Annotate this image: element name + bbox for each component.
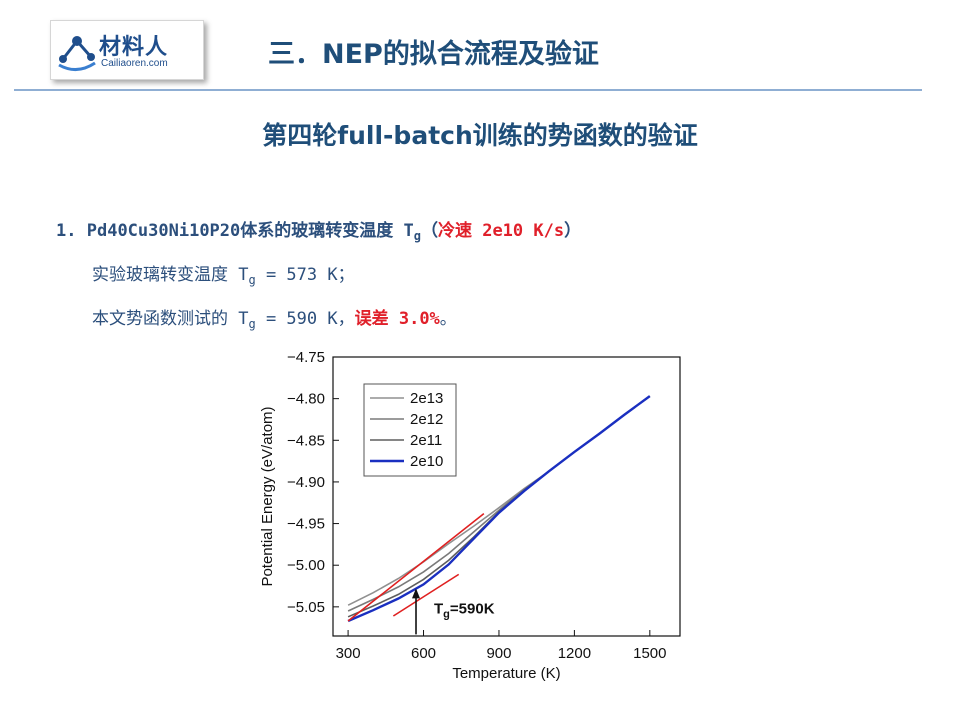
site-logo[interactable]: 材料人 Cailiaoren.com [50, 20, 204, 80]
series-line-2e10 [347, 395, 651, 623]
legend-label-2e12: 2e12 [410, 411, 443, 428]
item-text: Pd40Cu30Ni10P20体系的玻璃转变温度 T [86, 221, 414, 241]
y-tick-label: −4.90 [287, 474, 325, 491]
glass-transition-item: 1. Pd40Cu30Ni10P20体系的玻璃转变温度 Tg（冷速 2e10 K… [56, 216, 581, 243]
paren-close: ） [564, 221, 582, 241]
tangent-fit-line [347, 512, 485, 622]
x-tick-label: 300 [336, 645, 361, 662]
y-tick-label: −4.95 [287, 516, 325, 533]
legend-label-2e11: 2e11 [410, 432, 442, 449]
tg-subscript: g [413, 229, 421, 243]
simulated-tg-value: = 590 K， [255, 309, 355, 329]
y-axis-label: Potential Energy (eV/atom) [259, 406, 276, 586]
tg-subscript: g [248, 317, 256, 331]
y-tick-label: −4.85 [287, 432, 325, 449]
legend-label-2e13: 2e13 [410, 390, 443, 407]
logo-text: 材料人 [99, 35, 169, 60]
plot-frame [332, 356, 681, 637]
experimental-tg-label: 实验玻璃转变温度 T [92, 265, 249, 285]
simulated-tg-label: 本文势函数测试的 T [92, 309, 249, 329]
simulated-tg-line: 本文势函数测试的 Tg = 590 K，误差 3.0%。 [92, 304, 457, 331]
tg-subscript: g [248, 273, 256, 287]
x-tick-label: 900 [486, 645, 511, 662]
error-highlight: 误差 3.0% [354, 309, 440, 329]
y-tick-label: −5.00 [287, 557, 325, 574]
x-tick-label: 1200 [558, 645, 591, 662]
legend-label-2e10: 2e10 [410, 453, 443, 470]
item-number: 1. [56, 221, 77, 241]
header-divider [14, 89, 922, 91]
y-tick-label: −4.80 [287, 391, 325, 408]
experimental-tg-value: = 573 K； [255, 265, 355, 285]
slide-subtitle: 第四轮full-batch训练的势函数的验证 [262, 121, 698, 150]
line-end: 。 [439, 309, 457, 329]
y-tick-label: −4.75 [287, 349, 325, 366]
logo-url-text: Cailiaoren.com [101, 58, 168, 69]
tangent-fit-line [392, 573, 460, 617]
tg-arrow-head [412, 588, 421, 599]
tg-annotation: Tg=590K [434, 600, 495, 620]
paren-open: （ [420, 221, 438, 241]
x-tick-label: 600 [411, 645, 436, 662]
x-axis-label: Temperature (K) [452, 665, 560, 682]
atom-logo-icon [58, 36, 96, 71]
experimental-tg-line: 实验玻璃转变温度 Tg = 573 K； [92, 260, 355, 287]
cooling-rate-highlight: 冷速 2e10 K/s [437, 221, 565, 241]
y-tick-label: −5.05 [287, 599, 325, 616]
page-title: 三．NEP的拟合流程及验证 [268, 39, 599, 70]
x-tick-label: 1500 [633, 645, 666, 662]
